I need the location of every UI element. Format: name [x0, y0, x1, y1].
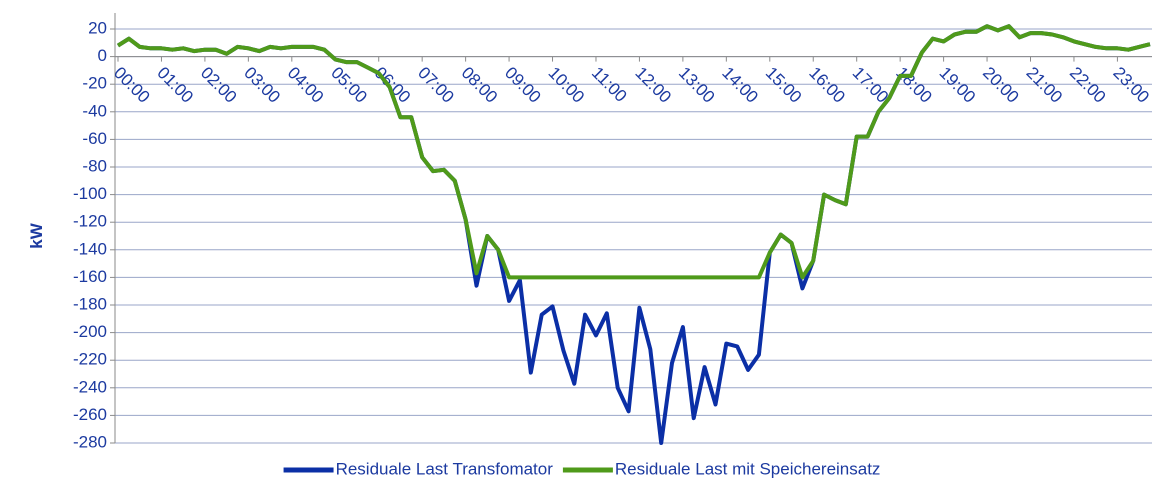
- x-tick-label: 02:00: [197, 63, 241, 107]
- x-tick-label: 13:00: [675, 63, 719, 107]
- y-tick-label: -40: [82, 101, 107, 120]
- y-tick-label: -180: [73, 294, 107, 313]
- x-tick-label: 19:00: [936, 63, 980, 107]
- y-axis-label: kW: [27, 222, 46, 248]
- y-tick-label: -260: [73, 405, 107, 424]
- x-tick-label: 08:00: [458, 63, 502, 107]
- y-tick-label: -80: [82, 156, 107, 175]
- legend-label: Residuale Last Transfomator: [336, 459, 554, 478]
- y-tick-label: -200: [73, 322, 107, 341]
- x-tick-label: 22:00: [1066, 63, 1110, 107]
- x-tick-label: 05:00: [327, 63, 371, 107]
- x-tick-label: 15:00: [762, 63, 806, 107]
- y-tick-label: -120: [73, 212, 107, 231]
- legend-label: Residuale Last mit Speichereinsatz: [615, 459, 881, 478]
- x-tick-label: 07:00: [414, 63, 458, 107]
- x-tick-label: 23:00: [1109, 63, 1153, 107]
- x-tick-label: 12:00: [631, 63, 675, 107]
- x-tick-label: 21:00: [1023, 63, 1067, 107]
- x-tick-label: 14:00: [718, 63, 762, 107]
- x-tick-label: 03:00: [240, 63, 284, 107]
- x-tick-label: 00:00: [110, 63, 154, 107]
- legend: Residuale Last Transfomator Residuale Las…: [283, 459, 881, 478]
- x-tick-label: 09:00: [501, 63, 545, 107]
- y-tick-label: 0: [98, 46, 107, 65]
- x-tick-label: 10:00: [545, 63, 589, 107]
- y-tick-label: -280: [73, 432, 107, 451]
- y-tick-label: -20: [82, 74, 107, 93]
- y-tick-label: -140: [73, 239, 107, 258]
- y-tick-label: 20: [88, 18, 107, 37]
- series-line: [116, 24, 1151, 280]
- y-tick-label: -160: [73, 267, 107, 286]
- y-tick-label: -100: [73, 184, 107, 203]
- x-tick-label: 20:00: [979, 63, 1023, 107]
- x-tick-label: 01:00: [153, 63, 197, 107]
- x-tick-label: 04:00: [284, 63, 328, 107]
- y-tick-label: -220: [73, 350, 107, 369]
- y-tick-label: -240: [73, 377, 107, 396]
- x-tick-label: 16:00: [805, 63, 849, 107]
- y-tick-label: -60: [82, 129, 107, 148]
